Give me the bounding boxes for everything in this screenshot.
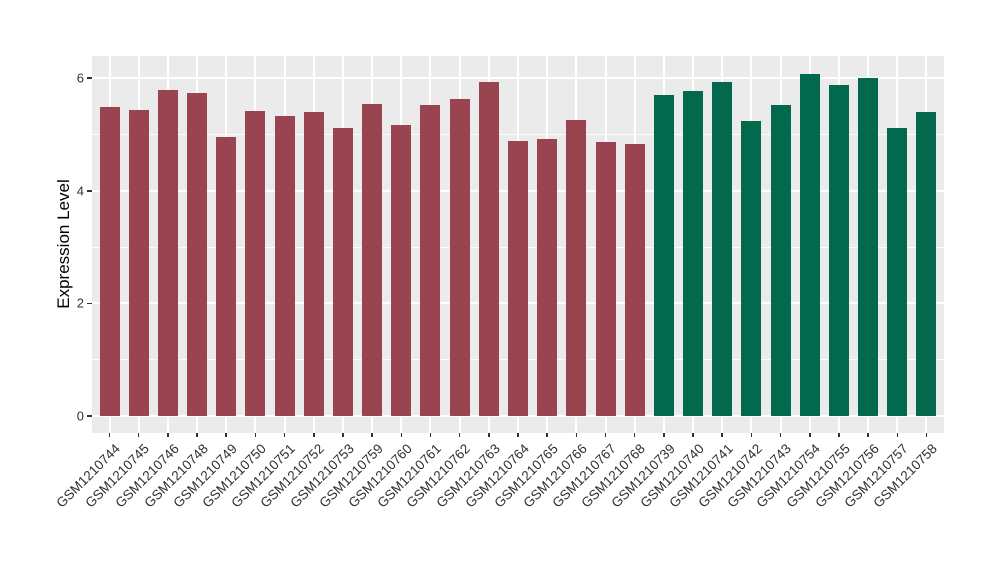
y-tick-label: 4 [76, 183, 84, 199]
bar-GSM1210766 [566, 119, 587, 416]
bar-GSM1210754 [799, 73, 820, 416]
bar-GSM1210751 [274, 115, 295, 416]
x-tick-mark [429, 433, 432, 437]
bar-GSM1210767 [595, 141, 616, 416]
x-tick-mark [838, 433, 840, 437]
x-tick-mark [546, 433, 548, 437]
y-tick-mark [87, 190, 92, 192]
x-tick-mark [371, 433, 373, 437]
x-tick-mark [867, 433, 869, 437]
plot-panel [92, 56, 944, 433]
bar-GSM1210741 [712, 82, 733, 416]
x-tick-mark [896, 433, 899, 437]
x-tick-mark [254, 433, 257, 437]
bar-GSM1210758 [916, 111, 937, 416]
bar-GSM1210749 [216, 136, 237, 416]
x-tick-mark [400, 433, 403, 437]
bar-GSM1210756 [858, 77, 879, 416]
y-tick-mark [87, 415, 92, 417]
x-tick-mark [575, 433, 578, 437]
x-tick-mark [633, 433, 636, 437]
y-axis-title: Expression Level [54, 179, 73, 309]
y-tick-mark [87, 302, 92, 305]
x-tick-mark [488, 433, 490, 437]
bar-GSM1210744 [99, 107, 120, 416]
bar-GSM1210746 [157, 90, 178, 416]
x-tick-mark [809, 433, 811, 437]
bar-GSM1210768 [624, 143, 645, 416]
bar-GSM1210765 [537, 139, 558, 416]
x-tick-mark [137, 433, 140, 437]
bar-GSM1210740 [683, 91, 704, 416]
x-tick-mark [750, 433, 753, 437]
bar-GSM1210742 [741, 120, 762, 416]
bar-GSM1210762 [449, 99, 470, 416]
bar-GSM1210745 [128, 109, 149, 416]
x-tick-mark [925, 433, 928, 437]
x-tick-mark [721, 433, 723, 437]
bar-GSM1210760 [391, 125, 412, 416]
x-tick-mark [225, 433, 227, 437]
x-tick-mark [167, 433, 169, 437]
x-tick-mark [458, 433, 461, 437]
x-tick-mark [779, 433, 782, 437]
bar-GSM1210748 [187, 93, 208, 416]
y-tick-label: 0 [76, 408, 84, 424]
y-tick-mark [87, 77, 92, 79]
bar-GSM1210764 [508, 140, 528, 416]
bar-GSM1210755 [828, 84, 849, 416]
x-tick-mark [692, 433, 694, 437]
x-tick-mark [108, 433, 111, 437]
x-tick-mark [313, 433, 315, 437]
bar-GSM1210752 [303, 111, 324, 416]
bar-GSM1210743 [770, 105, 791, 416]
x-tick-mark [342, 433, 344, 437]
x-tick-mark [196, 433, 198, 437]
bar-GSM1210750 [245, 110, 266, 416]
y-tick-label: 6 [76, 70, 84, 86]
x-tick-mark [663, 433, 665, 437]
bar-GSM1210757 [887, 128, 908, 416]
bar-GSM1210763 [478, 82, 499, 416]
bar-GSM1210761 [420, 104, 441, 416]
x-tick-mark [604, 433, 607, 437]
bar-GSM1210759 [362, 104, 383, 416]
bar-GSM1210739 [653, 95, 674, 416]
x-tick-mark [283, 433, 286, 437]
bar-GSM1210753 [332, 128, 353, 416]
x-tick-mark [517, 433, 519, 437]
y-tick-label: 2 [76, 295, 84, 311]
